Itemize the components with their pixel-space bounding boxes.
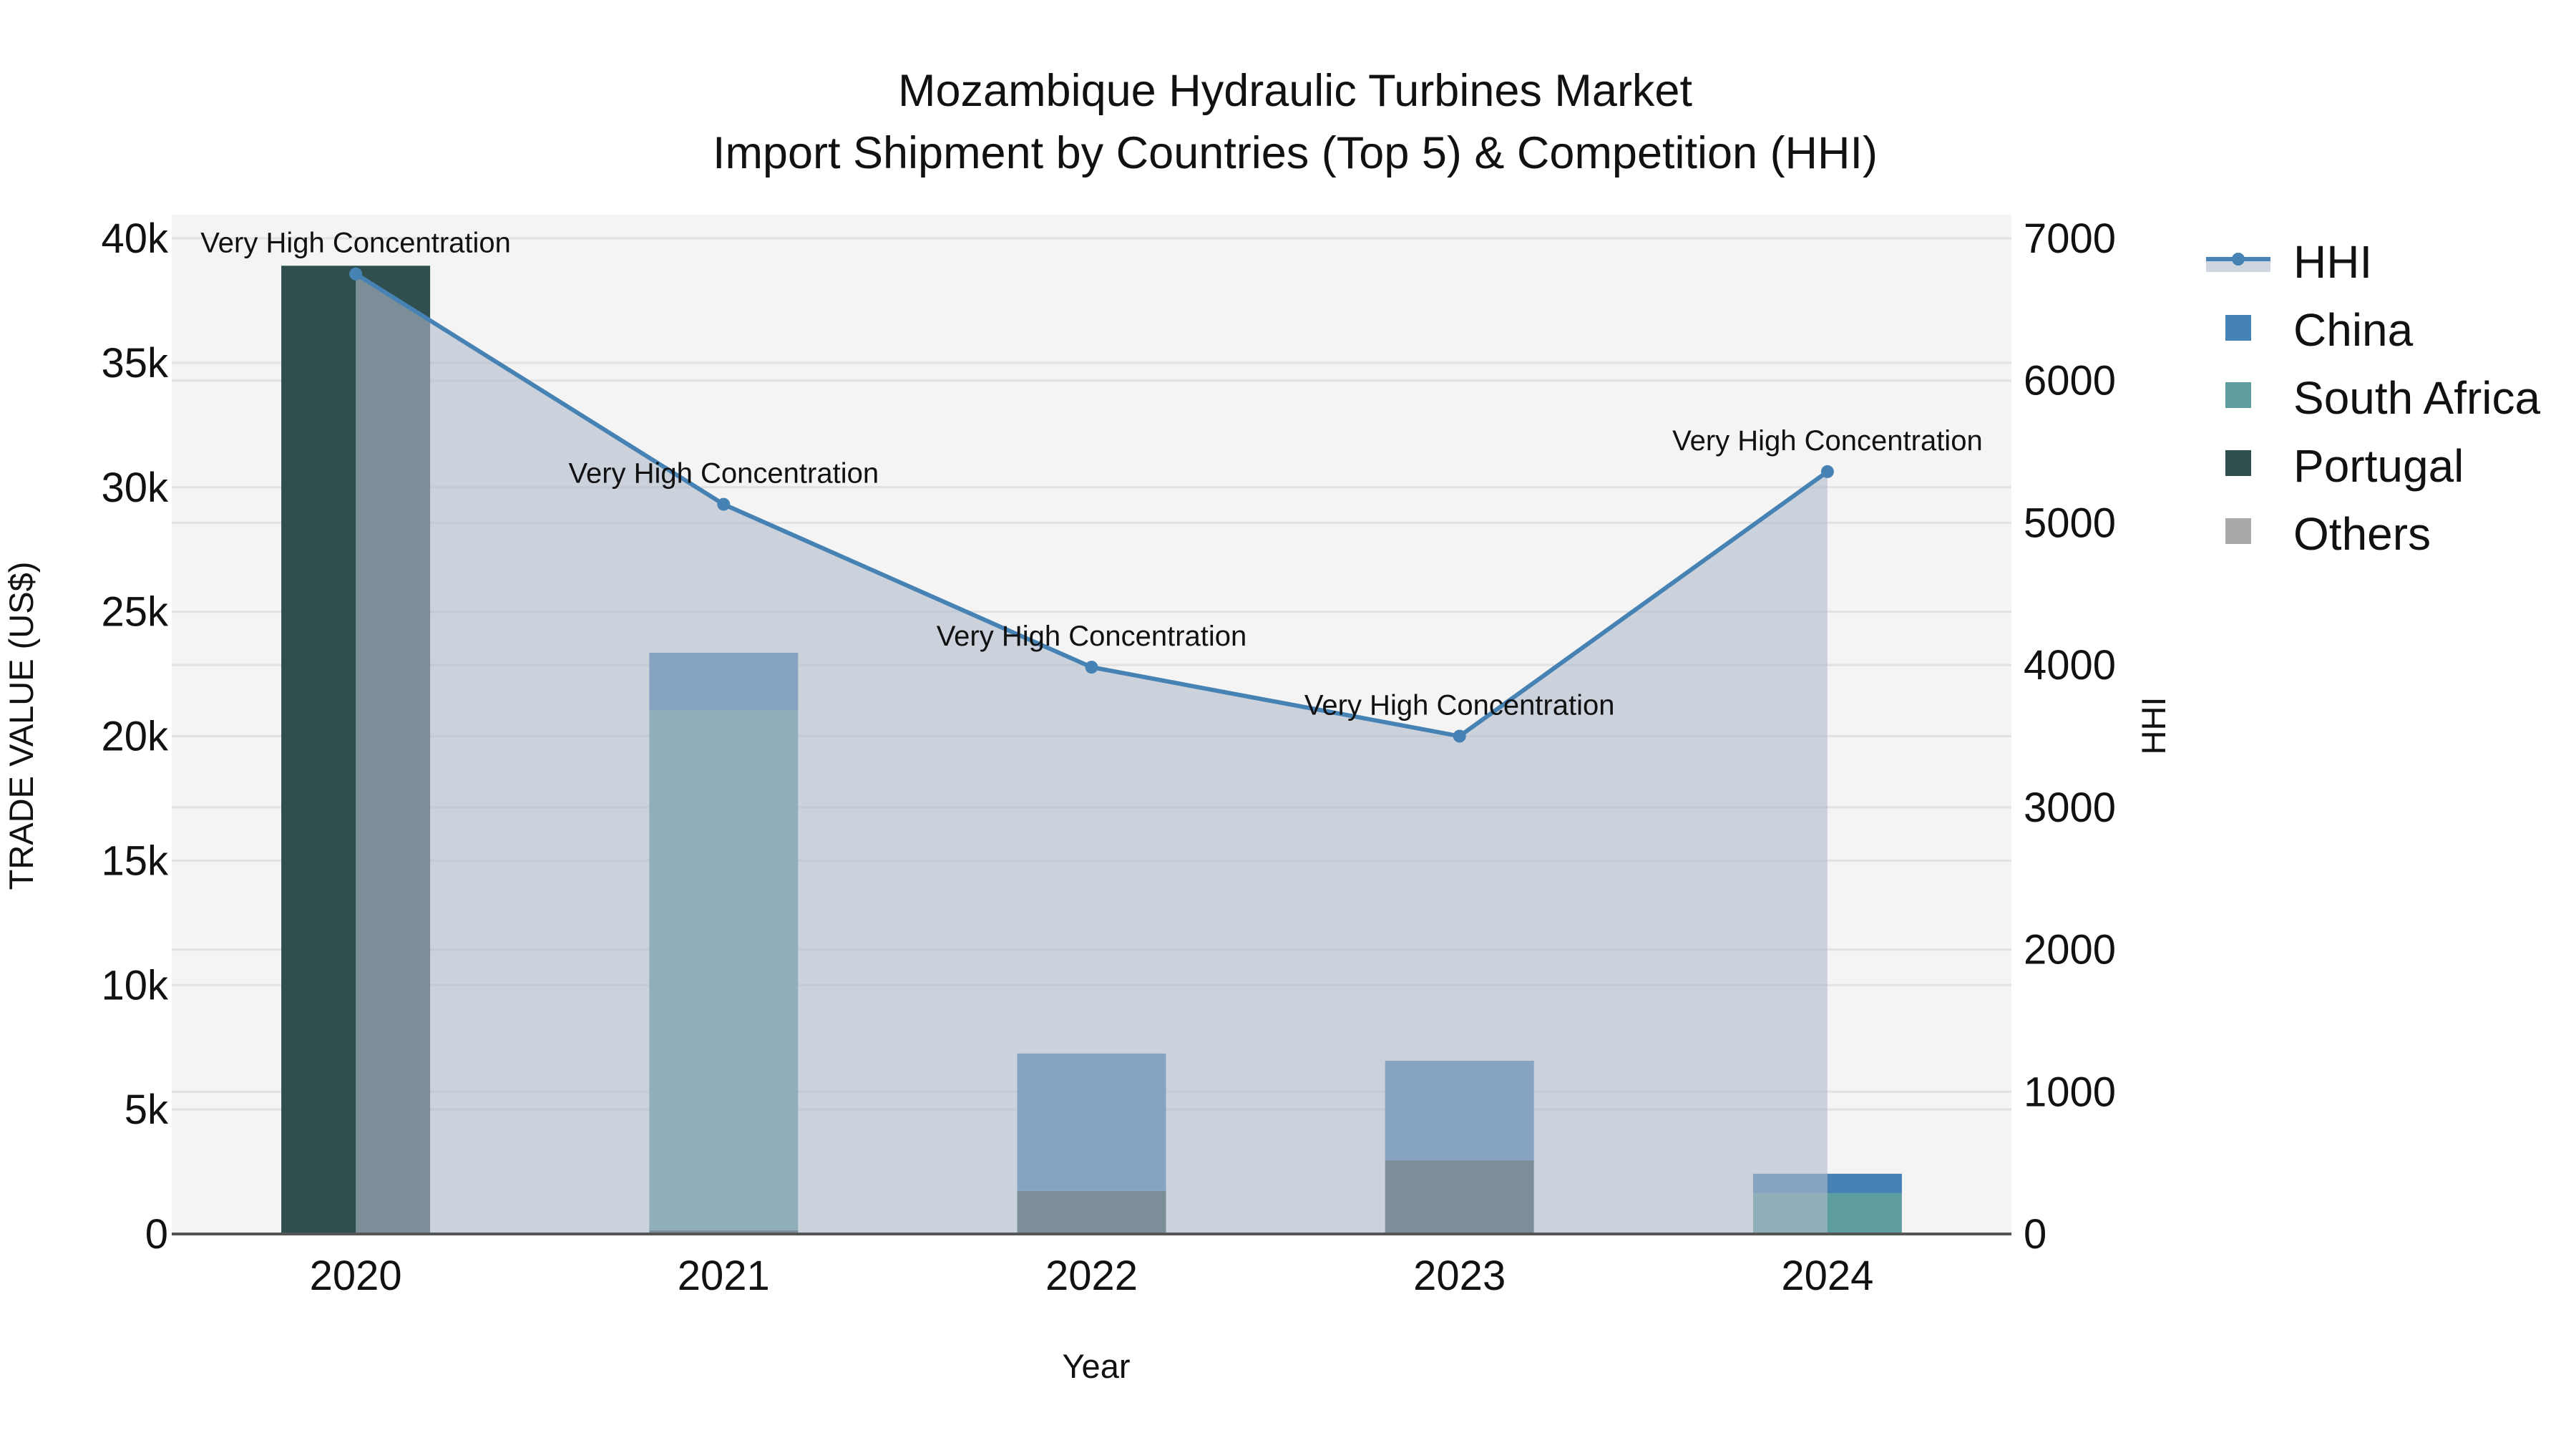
y-left-tick-label: 15k [101,837,169,884]
hhi-point-2023[interactable] [1453,729,1466,743]
legend-square-icon [2225,315,2251,341]
x-tick-label: 2024 [1781,1253,1873,1299]
y-left-tick-label: 30k [101,465,169,511]
annotation-2024: Very High Concentration [1672,425,1983,457]
legend-item-hhi[interactable]: HHI [2206,236,2372,288]
legend-item-portugal[interactable]: Portugal [2225,440,2464,492]
y-right-tick-label: 4000 [2024,642,2116,689]
chart-title-line2: Import Shipment by Countries (Top 5) & C… [713,128,1878,178]
y-axis-left-ticks: 0 5k 10k 15k 20k 25k 30k 35k 40k [101,215,169,1258]
legend-marker-icon [2232,253,2245,266]
hhi-line [349,267,1834,743]
legend-item-china[interactable]: China [2225,304,2414,356]
y-left-tick-label: 0 [145,1211,168,1258]
legend-label-south-africa: South Africa [2293,372,2541,424]
x-tick-label: 2021 [678,1253,770,1299]
y-left-tick-label: 10k [101,962,169,1009]
y-left-tick-label: 35k [101,340,169,387]
y-right-tick-label: 0 [2024,1211,2046,1258]
hhi-point-2021[interactable] [717,497,731,511]
y-left-tick-label: 25k [101,589,169,636]
annotations: Very High Concentration Very High Concent… [200,228,1982,721]
y-left-tick-label: 5k [125,1087,169,1133]
y-right-tick-label: 1000 [2024,1069,2116,1115]
y-left-tick-label: 40k [101,215,169,262]
y-right-tick-label: 5000 [2024,500,2116,546]
y-axis-left-title: TRADE VALUE (US$) [2,562,40,890]
y-axis-right-ticks: 0 1000 2000 3000 4000 5000 6000 7000 [2024,215,2116,1258]
legend-item-south-africa[interactable]: South Africa [2225,372,2541,424]
hhi-area [356,273,1828,1234]
legend-square-icon [2225,382,2251,408]
x-axis-ticks: 2020 2021 2022 2023 2024 [310,1253,1874,1299]
x-tick-label: 2023 [1413,1253,1506,1299]
y-right-tick-label: 2000 [2024,927,2116,973]
legend-label-hhi: HHI [2293,236,2372,288]
x-tick-label: 2022 [1045,1253,1138,1299]
legend: HHI China South Africa Portugal Others [2206,236,2541,560]
annotation-2021: Very High Concentration [569,458,879,490]
y-right-tick-label: 3000 [2024,784,2116,831]
legend-square-icon [2225,450,2251,476]
legend-label-portugal: Portugal [2293,440,2464,492]
hhi-area-fill [356,273,1828,1234]
y-right-tick-label: 7000 [2024,215,2116,262]
legend-label-others: Others [2293,508,2431,560]
y-right-tick-label: 6000 [2024,358,2116,404]
legend-square-icon [2225,518,2251,544]
hhi-point-2020[interactable] [349,267,363,281]
hhi-point-2022[interactable] [1085,661,1098,674]
hhi-point-2024[interactable] [1820,465,1834,478]
chart-title-line1: Mozambique Hydraulic Turbines Market [898,66,1692,116]
y-left-tick-label: 20k [101,714,169,760]
legend-item-others[interactable]: Others [2225,508,2431,560]
y-axis-right-title: HHI [2135,697,2172,755]
x-axis-title: Year [1063,1347,1131,1385]
x-tick-label: 2020 [310,1253,402,1299]
annotation-2022: Very High Concentration [937,621,1247,652]
legend-label-china: China [2293,304,2414,356]
annotation-2020: Very High Concentration [200,228,511,259]
annotation-2023: Very High Concentration [1304,690,1615,721]
